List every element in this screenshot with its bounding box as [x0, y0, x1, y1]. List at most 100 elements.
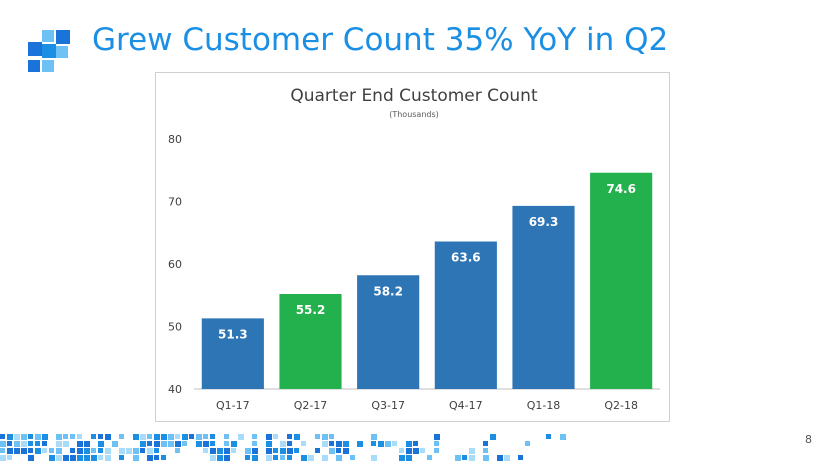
footer-pixel [63, 441, 69, 447]
footer-pixel [497, 455, 503, 461]
logo-square [56, 46, 68, 58]
footer-pixel [91, 448, 96, 453]
footer-pixel [252, 434, 257, 439]
footer-pixel [266, 441, 272, 447]
footer-pixel [28, 455, 34, 461]
footer-pixel [315, 448, 320, 453]
footer-pixel [420, 448, 425, 453]
footer-pixel [49, 455, 55, 461]
footer-pixel [105, 434, 111, 440]
footer-pixel [273, 455, 278, 460]
footer-pixel [105, 455, 111, 461]
footer-pixel [287, 434, 292, 439]
footer-pixel [70, 448, 75, 453]
chart-frame: Quarter End Customer Count (Thousands) 4… [155, 72, 670, 422]
bar-q2-17 [279, 294, 342, 389]
footer-pixel [280, 441, 286, 447]
footer-pixel [336, 441, 342, 447]
footer-pixel [84, 448, 90, 454]
footer-pixel [196, 434, 202, 440]
bar-q1-18 [512, 205, 575, 389]
footer-pixel [203, 441, 209, 447]
footer-pixel [434, 448, 439, 453]
footer-pixel [175, 448, 180, 453]
footer-pixel [469, 448, 475, 454]
footer-pixel [140, 441, 146, 447]
footer-pixel [322, 434, 328, 440]
footer-pixel [21, 441, 27, 447]
footer-pixel [70, 434, 75, 439]
footer-pixel [119, 434, 124, 439]
footer-pixel [273, 434, 278, 439]
company-logo-icon [28, 30, 70, 72]
footer-pixel [210, 448, 216, 454]
footer-pixel [371, 455, 377, 461]
bars: 51.3 55.2 58.2 63.6 69.3 74.6 [201, 172, 653, 389]
footer-pixel [42, 448, 47, 453]
y-axis: 40 50 60 70 80 [168, 133, 660, 396]
footer-pixel [28, 434, 33, 439]
footer-pixel [371, 441, 376, 446]
logo-square [28, 60, 40, 72]
footer-pixel [98, 455, 103, 460]
footer-pixel [483, 455, 489, 461]
footer-pixel [77, 448, 83, 454]
footer-pixel [294, 434, 300, 440]
logo-square [42, 44, 56, 58]
y-tick-label: 70 [168, 196, 182, 209]
footer-pixel [280, 455, 285, 460]
footer-pixel [7, 448, 13, 454]
footer-pixel [98, 448, 103, 453]
footer-pixel [154, 441, 160, 447]
footer-pixel [434, 441, 439, 446]
footer-pixel [385, 441, 391, 447]
footer-pixel [217, 455, 223, 461]
footer-pixel [413, 448, 419, 454]
footer-pixel [21, 448, 27, 454]
bar-chart: Quarter End Customer Count (Thousands) 4… [168, 86, 660, 412]
footer-pixel [168, 434, 174, 440]
footer-pixel [203, 434, 208, 439]
footer-pixel [0, 448, 5, 453]
footer-pixel [28, 448, 33, 453]
footer-pixel [42, 441, 47, 446]
footer-pixel [224, 448, 230, 454]
footer-pixel [525, 441, 530, 446]
footer-pixel [126, 448, 132, 454]
footer-pixel [35, 448, 41, 454]
footer-pixel [63, 455, 69, 461]
footer-pixel [469, 455, 475, 461]
footer-pixel [133, 434, 139, 440]
footer-pixel [357, 441, 363, 447]
footer-pixel [84, 455, 90, 461]
bar-q4-17 [434, 241, 497, 389]
footer-pixel [322, 455, 328, 461]
footer-pixel [77, 434, 82, 439]
footer-pixel [217, 448, 223, 454]
footer-pixel [287, 455, 292, 460]
chart-subtitle: (Thousands) [389, 110, 439, 119]
footer-pixel [350, 455, 355, 460]
footer-pixel [168, 441, 174, 447]
footer-pixel [35, 441, 40, 446]
footer-pixel [287, 448, 293, 454]
y-tick-label: 40 [168, 383, 182, 396]
bar-q2-18 [590, 172, 653, 389]
footer-pixel [399, 448, 404, 453]
footer-pixel [14, 434, 20, 440]
footer-pixel [490, 434, 496, 440]
footer-pixel [336, 448, 341, 453]
footer-pixel [224, 441, 229, 446]
footer-pixel [504, 455, 510, 461]
logo-square [28, 42, 42, 56]
footer-pixel [140, 434, 146, 440]
footer-pixel [245, 455, 250, 460]
footer-pixel [329, 448, 335, 454]
footer-pixel [161, 455, 166, 460]
bar-value-label: 63.6 [451, 251, 481, 265]
logo-square [42, 30, 54, 42]
footer-pixel [343, 448, 349, 454]
footer-pixel [175, 434, 180, 439]
footer-pixel [98, 441, 104, 447]
footer-pixel [252, 441, 257, 446]
